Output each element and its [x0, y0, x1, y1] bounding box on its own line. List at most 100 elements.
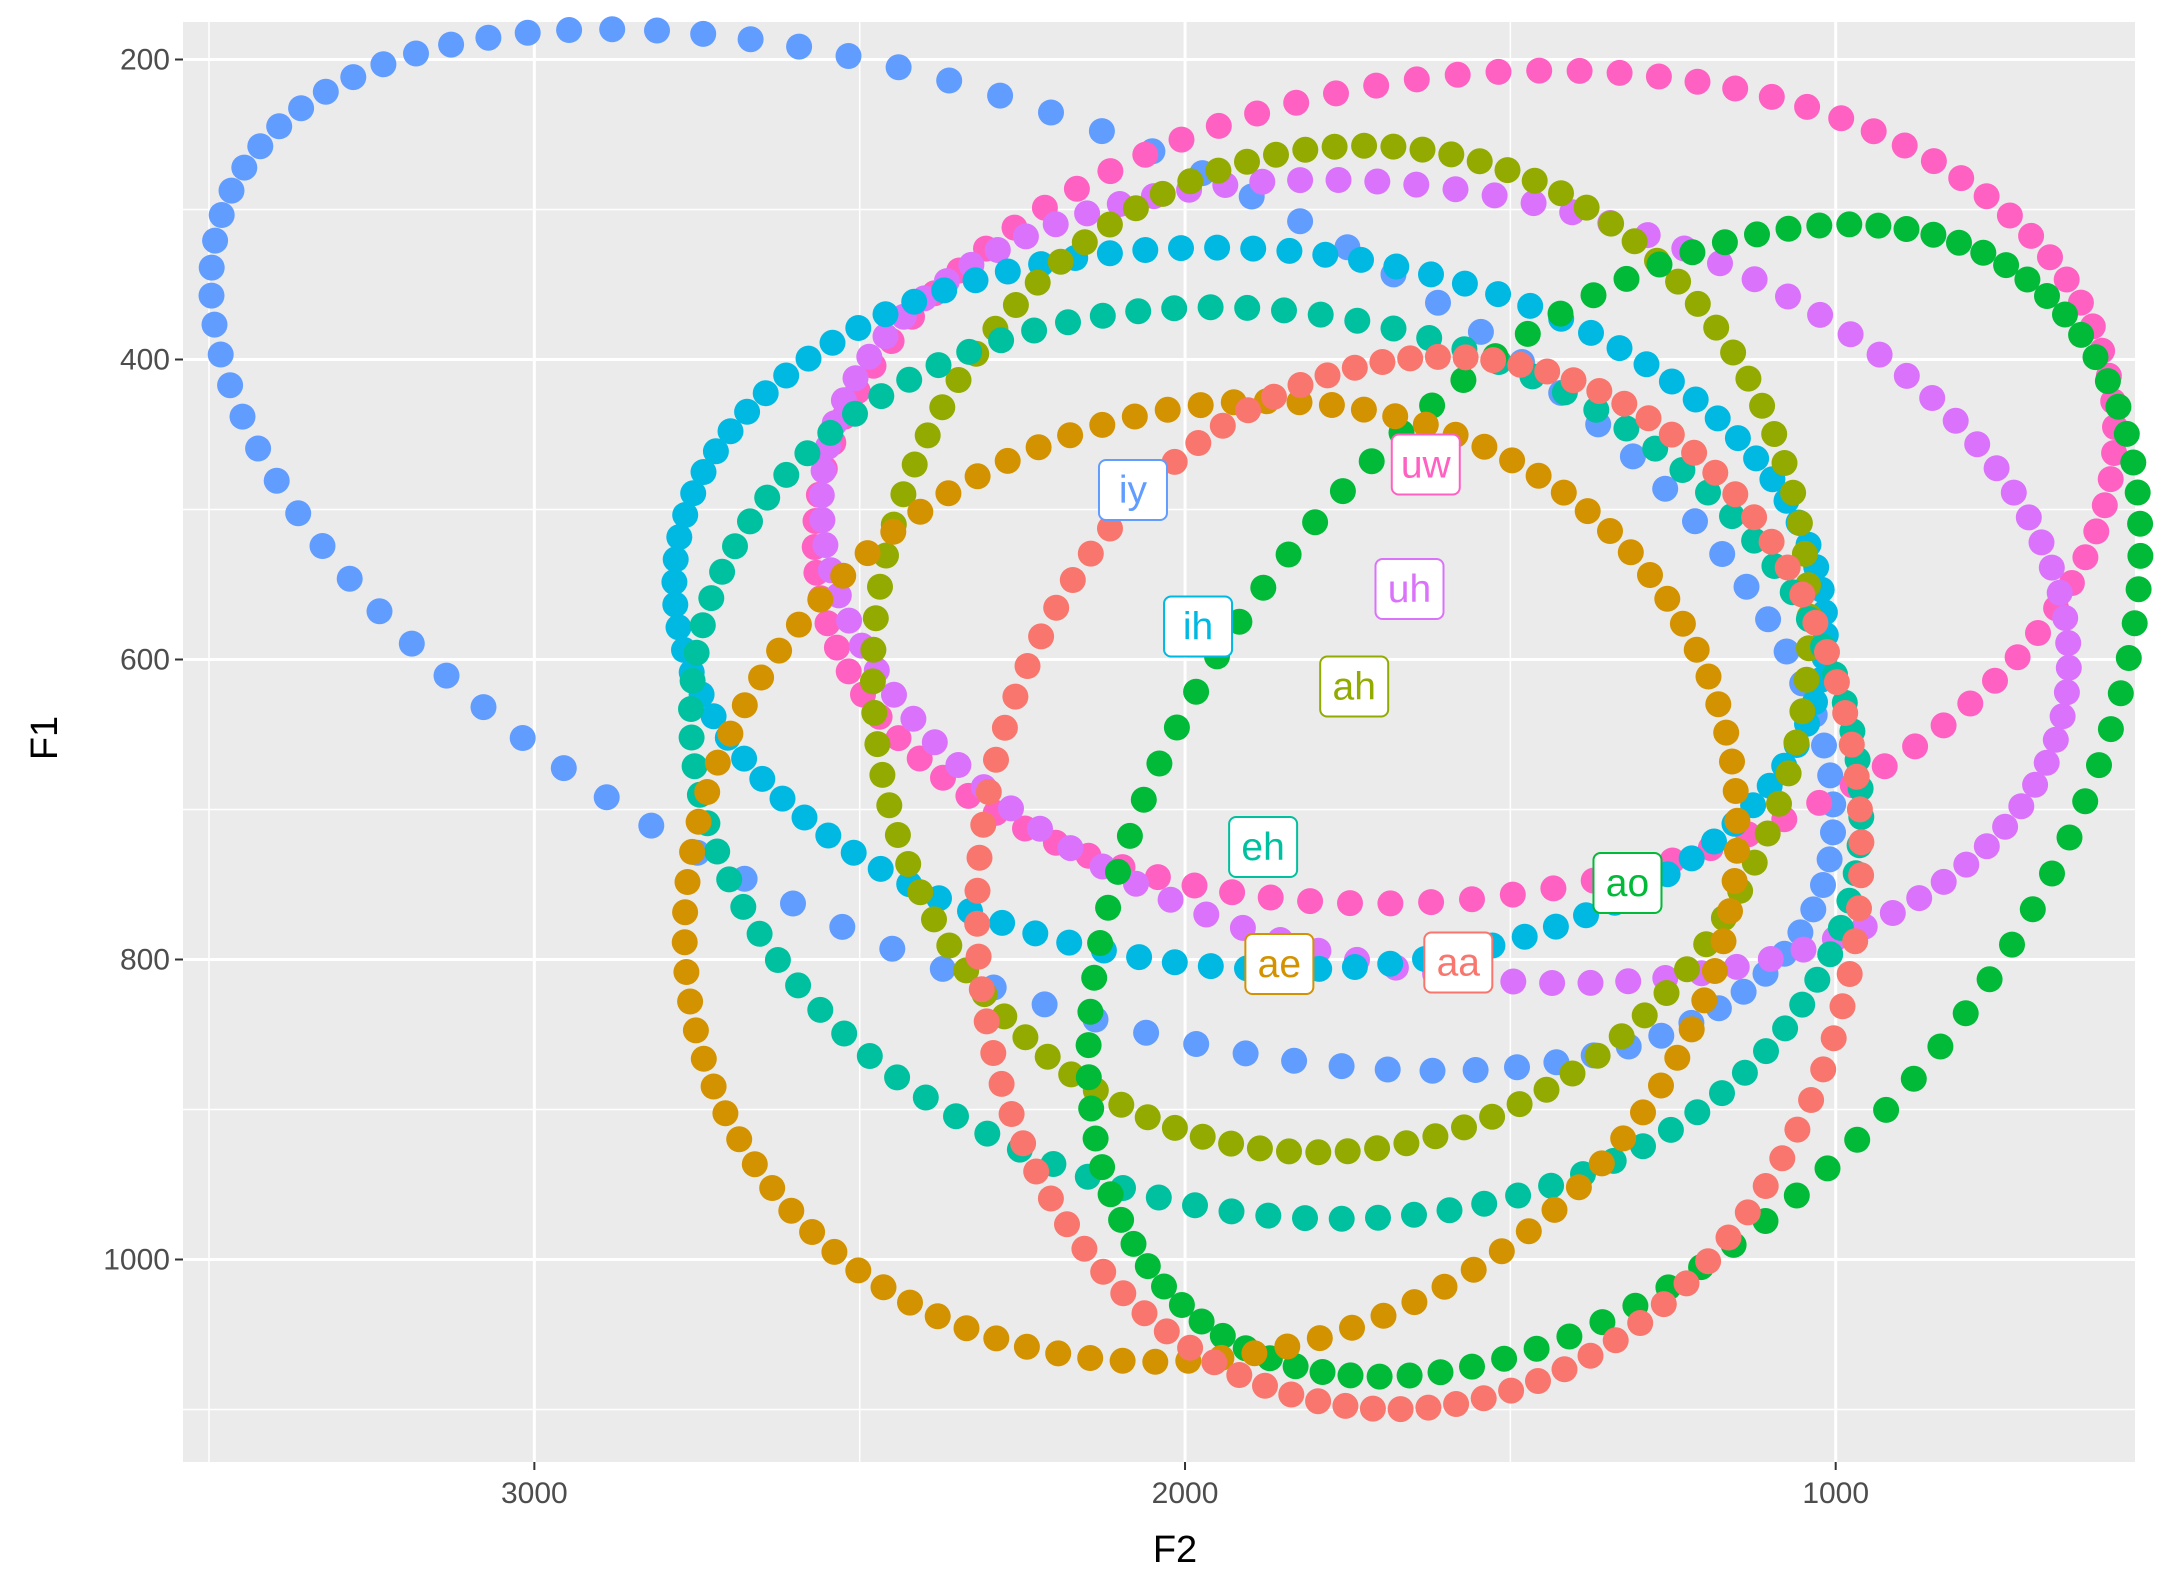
- data-point-ah: [1334, 1138, 1361, 1165]
- data-point-eh: [1380, 315, 1407, 342]
- data-point-ih: [867, 855, 894, 882]
- vowel-label-uw: uw: [1390, 433, 1461, 496]
- data-point-uh: [1403, 171, 1430, 198]
- data-point-ih: [1348, 246, 1374, 273]
- data-point-uw: [1337, 890, 1363, 917]
- data-point-ao: [1547, 300, 1574, 327]
- data-point-ah: [1559, 1060, 1586, 1087]
- data-point-ah: [1149, 180, 1176, 207]
- data-point-aa: [1480, 347, 1507, 374]
- data-point-ae: [1654, 585, 1681, 612]
- data-point-eh: [868, 383, 895, 410]
- data-point-aa: [1287, 372, 1314, 398]
- data-point-uh: [2038, 554, 2065, 581]
- data-point-aa: [1842, 928, 1869, 955]
- data-point-ao: [1920, 221, 1947, 248]
- data-point-uw: [1219, 879, 1246, 906]
- y-tick-label: 400: [120, 344, 170, 377]
- data-point-ae: [1691, 987, 1718, 1014]
- data-point-ae: [677, 988, 704, 1015]
- data-point-uw: [2018, 222, 2045, 249]
- data-point-ih: [1377, 950, 1404, 977]
- data-point-ah: [869, 761, 896, 788]
- data-point-eh: [1182, 1192, 1208, 1219]
- data-point-ah: [1608, 1023, 1635, 1050]
- vowel-label-iy: iy: [1097, 459, 1168, 521]
- data-point-ao: [1806, 212, 1833, 239]
- data-point-iy: [288, 95, 315, 122]
- data-point-ao: [1337, 1362, 1364, 1389]
- data-point-aa: [975, 779, 1002, 805]
- data-point-iy: [1800, 896, 1827, 923]
- data-point-ah: [1466, 148, 1493, 175]
- data-point-ae: [1025, 434, 1052, 461]
- data-point-ao: [1120, 1230, 1147, 1257]
- data-point-iy: [509, 725, 536, 751]
- data-point-ao: [1302, 509, 1329, 536]
- data-point-iy: [1730, 978, 1757, 1005]
- data-point-eh: [1436, 1197, 1463, 1224]
- data-point-aa: [1820, 1025, 1847, 1052]
- data-point-uh: [809, 507, 836, 533]
- data-point-ao: [1146, 750, 1173, 777]
- data-point-ao: [1900, 1065, 1927, 1092]
- vowel-label-text: iy: [1119, 469, 1148, 512]
- data-point-uh: [2055, 654, 2082, 681]
- data-point-uh: [984, 237, 1011, 263]
- data-point-ah: [1735, 365, 1762, 392]
- data-point-uh: [2028, 529, 2055, 556]
- data-point-ae: [685, 808, 712, 835]
- data-point-ao: [1095, 894, 1122, 921]
- data-point-uh: [836, 607, 863, 634]
- data-point-uh: [1577, 969, 1604, 996]
- data-point-ah: [864, 731, 891, 758]
- data-point-iy: [1733, 573, 1760, 600]
- data-point-ah: [1263, 141, 1289, 168]
- data-point-ae: [1695, 663, 1722, 690]
- data-point-aa: [966, 844, 993, 871]
- data-point-ih: [1511, 923, 1538, 950]
- data-point-eh: [678, 724, 705, 751]
- data-point-uw: [2037, 244, 2063, 271]
- data-point-uw: [906, 745, 933, 772]
- data-point-ah: [1506, 1091, 1533, 1118]
- data-point-ae: [1142, 1348, 1169, 1375]
- vowel-label-text: uh: [1388, 568, 1431, 611]
- data-point-ah: [895, 851, 922, 877]
- data-point-aa: [1798, 1087, 1825, 1113]
- data-point-uw: [1499, 881, 1526, 908]
- vowel-label-box: [1390, 433, 1461, 496]
- data-point-eh: [722, 533, 748, 560]
- data-point-iy: [786, 33, 813, 60]
- x-axis-title: F2: [1153, 1529, 1197, 1571]
- data-point-ih: [1276, 237, 1303, 264]
- data-point-aa: [1077, 540, 1104, 567]
- data-point-iy: [1619, 443, 1646, 470]
- data-point-iy: [929, 955, 956, 982]
- data-point-ah: [1789, 698, 1816, 725]
- data-point-ae: [845, 1257, 872, 1284]
- data-point-ao: [2056, 824, 2083, 851]
- series-ae-points: [671, 388, 1751, 1375]
- data-point-ao: [2052, 301, 2078, 328]
- data-point-ah: [936, 932, 963, 959]
- data-point-uh: [842, 365, 869, 392]
- data-point-ao: [1188, 1308, 1215, 1335]
- data-point-ih: [1678, 845, 1705, 872]
- data-point-aa: [1586, 378, 1613, 404]
- data-point-aa: [1810, 1056, 1837, 1083]
- data-point-aa: [1278, 1381, 1305, 1408]
- data-point-aa: [1846, 796, 1873, 823]
- data-point-aa: [1758, 528, 1785, 555]
- data-point-uh: [945, 752, 972, 778]
- data-point-uh: [1741, 266, 1768, 293]
- data-point-uh: [1973, 833, 2000, 860]
- data-point-ih: [1168, 235, 1194, 262]
- data-point-ae: [674, 869, 701, 895]
- data-point-iy: [1281, 1047, 1308, 1074]
- data-point-ao: [1078, 1095, 1105, 1122]
- data-point-ah: [1665, 268, 1692, 295]
- data-point-eh: [1772, 1015, 1799, 1042]
- data-point-aa: [968, 976, 995, 1003]
- data-point-ao: [1168, 1292, 1195, 1318]
